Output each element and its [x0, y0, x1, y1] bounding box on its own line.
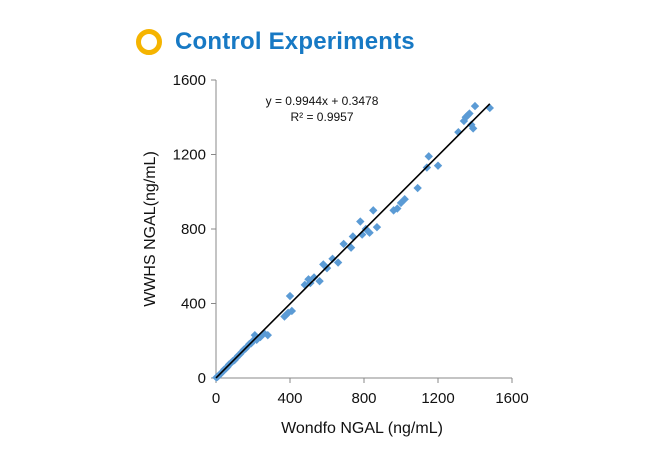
- trendline: [215, 103, 491, 379]
- data-point: [333, 258, 343, 267]
- y-tick-label: 800: [181, 221, 206, 238]
- data-point: [424, 152, 433, 161]
- data-point: [285, 291, 295, 301]
- data-point: [287, 306, 297, 316]
- y-tick-label: 1600: [173, 72, 206, 89]
- x-tick-label: 400: [277, 390, 302, 407]
- data-point: [365, 228, 374, 237]
- data-point: [309, 273, 319, 282]
- y-tick-label: 400: [181, 296, 206, 313]
- data-point: [372, 222, 382, 232]
- data-point: [348, 232, 358, 241]
- x-tick-label: 800: [351, 390, 376, 407]
- x-tick-label: 1600: [495, 390, 528, 407]
- data-point: [315, 276, 324, 286]
- data-point: [465, 109, 474, 118]
- ring-icon: [136, 29, 162, 55]
- data-point: [433, 161, 443, 170]
- data-point: [485, 103, 494, 113]
- data-point: [328, 254, 337, 263]
- data-point: [470, 101, 480, 111]
- data-point: [468, 124, 478, 133]
- data-point: [357, 230, 367, 239]
- x-tick-label: 1200: [421, 390, 454, 407]
- y-tick-label: 0: [198, 370, 206, 387]
- data-point: [400, 195, 409, 204]
- data-point: [263, 330, 272, 340]
- y-axis-label: WWHS NGAL(ng/mL): [142, 151, 159, 307]
- data-point: [369, 206, 378, 215]
- chart-header: Control Experiments: [136, 24, 415, 60]
- data-point: [393, 204, 402, 213]
- data-point: [413, 183, 422, 193]
- data-point: [339, 239, 348, 249]
- chart-title: Control Experiments: [175, 28, 415, 55]
- equation-annotation: y = 0.9944x + 0.3478: [266, 94, 379, 108]
- r-squared-annotation: R² = 0.9957: [290, 110, 353, 124]
- data-point: [322, 263, 332, 273]
- data-point: [356, 217, 365, 226]
- x-axis-label: Wondfo NGAL (ng/mL): [281, 420, 443, 437]
- y-tick-label: 1200: [173, 147, 206, 164]
- x-tick-label: 0: [212, 390, 220, 407]
